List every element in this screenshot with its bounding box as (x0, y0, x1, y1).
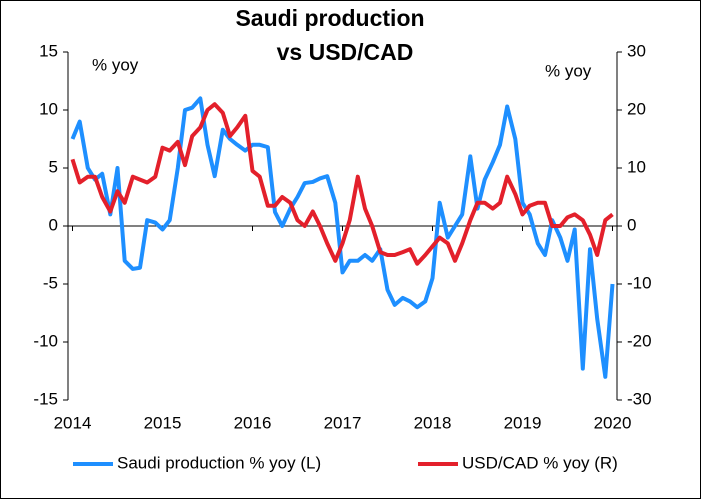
y-tick-label: -5 (43, 273, 58, 292)
x-tick-label: 2018 (414, 413, 452, 432)
y2-axis-label: % yoy (545, 61, 592, 80)
y-axis-label: % yoy (92, 55, 139, 74)
x-tick-label: 2015 (144, 413, 182, 432)
chart-title: vs USD/CAD (277, 39, 414, 65)
data-line (70, 96, 615, 379)
x-tick-label: 2016 (234, 413, 272, 432)
y2-tick-label: 10 (627, 157, 646, 176)
y2-tick-label: -10 (627, 273, 652, 292)
y-tick-label: 0 (49, 215, 58, 234)
y-tick-label: -10 (33, 331, 58, 350)
y-tick-label: 10 (39, 99, 58, 118)
y-tick-label: 15 (39, 41, 58, 60)
y-tick-label: -15 (33, 389, 58, 408)
y2-tick-label: -30 (627, 389, 652, 408)
x-tick-label: 2014 (54, 413, 92, 432)
y-tick-label: 5 (49, 157, 58, 176)
y2-tick-label: 0 (627, 215, 636, 234)
data-line (70, 102, 614, 266)
x-tick-label: 2017 (324, 413, 362, 432)
chart-title: Saudi production (235, 5, 424, 31)
x-tick-label: 2019 (504, 413, 542, 432)
x-tick-label: 2020 (594, 413, 632, 432)
legend-label: USD/CAD % yoy (R) (462, 453, 618, 472)
legend-label: Saudi production % yoy (L) (117, 453, 321, 472)
y2-tick-label: 20 (627, 99, 646, 118)
y2-tick-label: -20 (627, 331, 652, 350)
y2-tick-label: 30 (627, 41, 646, 60)
